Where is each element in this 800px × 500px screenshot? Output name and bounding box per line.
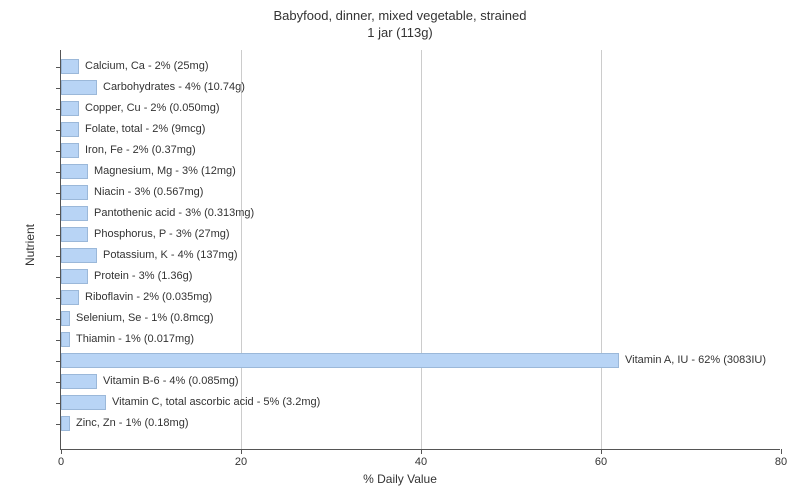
bar-label: Vitamin B-6 - 4% (0.085mg): [103, 374, 239, 389]
x-tick-label: 20: [235, 456, 247, 468]
bar: [61, 227, 88, 242]
grid-line: [241, 50, 242, 449]
bar-label: Thiamin - 1% (0.017mg): [76, 332, 194, 347]
bar-label: Niacin - 3% (0.567mg): [94, 185, 203, 200]
bar: [61, 248, 97, 263]
bar: [61, 395, 106, 410]
grid-line: [421, 50, 422, 449]
bar: [61, 206, 88, 221]
bar: [61, 290, 79, 305]
x-tick: [241, 449, 242, 454]
bar-label: Iron, Fe - 2% (0.37mg): [85, 143, 196, 158]
bar: [61, 269, 88, 284]
bar-label: Magnesium, Mg - 3% (12mg): [94, 164, 236, 179]
bar: [61, 143, 79, 158]
x-tick-label: 0: [58, 456, 64, 468]
bar: [61, 416, 70, 431]
bar: [61, 353, 619, 368]
x-tick: [601, 449, 602, 454]
x-tick: [61, 449, 62, 454]
bar-label: Folate, total - 2% (9mcg): [85, 122, 205, 137]
bar: [61, 101, 79, 116]
bar-label: Phosphorus, P - 3% (27mg): [94, 227, 230, 242]
x-tick: [781, 449, 782, 454]
bar: [61, 374, 97, 389]
bar-label: Selenium, Se - 1% (0.8mcg): [76, 311, 214, 326]
x-tick: [421, 449, 422, 454]
x-tick-label: 60: [595, 456, 607, 468]
bar: [61, 185, 88, 200]
bar-label: Zinc, Zn - 1% (0.18mg): [76, 416, 188, 431]
bar: [61, 122, 79, 137]
x-tick-label: 80: [775, 456, 787, 468]
x-axis-title: % Daily Value: [0, 472, 800, 486]
bar-label: Calcium, Ca - 2% (25mg): [85, 59, 208, 74]
bar-label: Protein - 3% (1.36g): [94, 269, 192, 284]
bar: [61, 332, 70, 347]
bar-label: Vitamin A, IU - 62% (3083IU): [625, 353, 766, 368]
bar-label: Carbohydrates - 4% (10.74g): [103, 80, 245, 95]
grid-line: [601, 50, 602, 449]
x-tick-label: 40: [415, 456, 427, 468]
bar: [61, 311, 70, 326]
bar-label: Riboflavin - 2% (0.035mg): [85, 290, 212, 305]
bar: [61, 80, 97, 95]
chart-title: Babyfood, dinner, mixed vegetable, strai…: [0, 8, 800, 23]
chart-subtitle: 1 jar (113g): [0, 25, 800, 40]
bar-label: Vitamin C, total ascorbic acid - 5% (3.2…: [112, 395, 320, 410]
bar-label: Pantothenic acid - 3% (0.313mg): [94, 206, 254, 221]
bar-label: Potassium, K - 4% (137mg): [103, 248, 238, 263]
bar-label: Copper, Cu - 2% (0.050mg): [85, 101, 220, 116]
bar: [61, 59, 79, 74]
plot-area: 020406080Calcium, Ca - 2% (25mg)Carbohyd…: [60, 50, 780, 450]
y-axis-title: Nutrient: [23, 215, 37, 275]
bar: [61, 164, 88, 179]
